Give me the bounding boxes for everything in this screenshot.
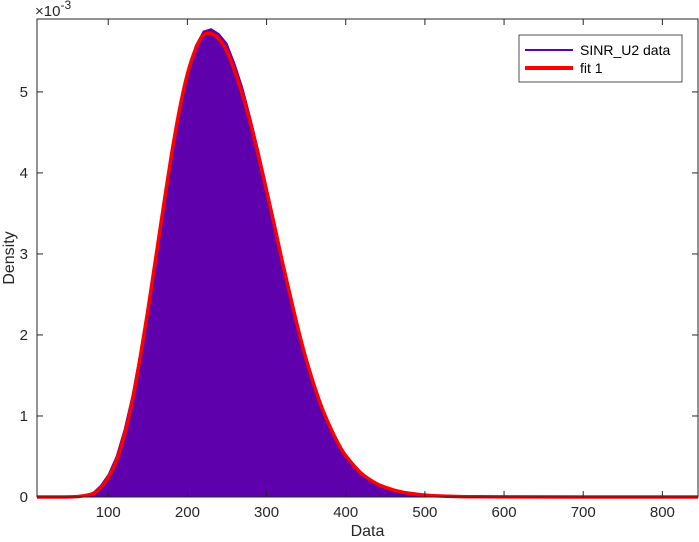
x-tick-label: 100 bbox=[96, 504, 121, 521]
y-tick-label: 4 bbox=[20, 165, 28, 182]
y-tick-label: 0 bbox=[20, 489, 28, 506]
x-tick-label: 500 bbox=[412, 504, 437, 521]
plot-frame bbox=[36, 18, 699, 498]
y-tick-label: 1 bbox=[20, 408, 28, 425]
legend-entry-sinr-u2: SINR_U2 data bbox=[580, 42, 670, 58]
fit-line-fit-1 bbox=[37, 31, 699, 499]
legend-box bbox=[518, 34, 683, 83]
x-tick-label: 700 bbox=[571, 504, 596, 521]
y-tick-label: 3 bbox=[20, 246, 28, 263]
y-tick-label: 5 bbox=[20, 84, 28, 101]
x-tick-label: 400 bbox=[333, 504, 358, 521]
y-axis-multiplier: ×10-3 bbox=[35, 0, 71, 20]
y-tick-label: 2 bbox=[20, 327, 28, 344]
legend-entry-fit-1: fit 1 bbox=[580, 60, 603, 76]
x-tick-label: 800 bbox=[650, 504, 675, 521]
legend: SINR_U2 data fit 1 bbox=[518, 34, 683, 83]
x-axis-label: Data bbox=[351, 523, 385, 540]
x-tick-label: 600 bbox=[492, 504, 517, 521]
y-axis-label: Density bbox=[1, 231, 18, 284]
x-tick-label: 300 bbox=[254, 504, 279, 521]
x-tick-label: 200 bbox=[175, 504, 200, 521]
